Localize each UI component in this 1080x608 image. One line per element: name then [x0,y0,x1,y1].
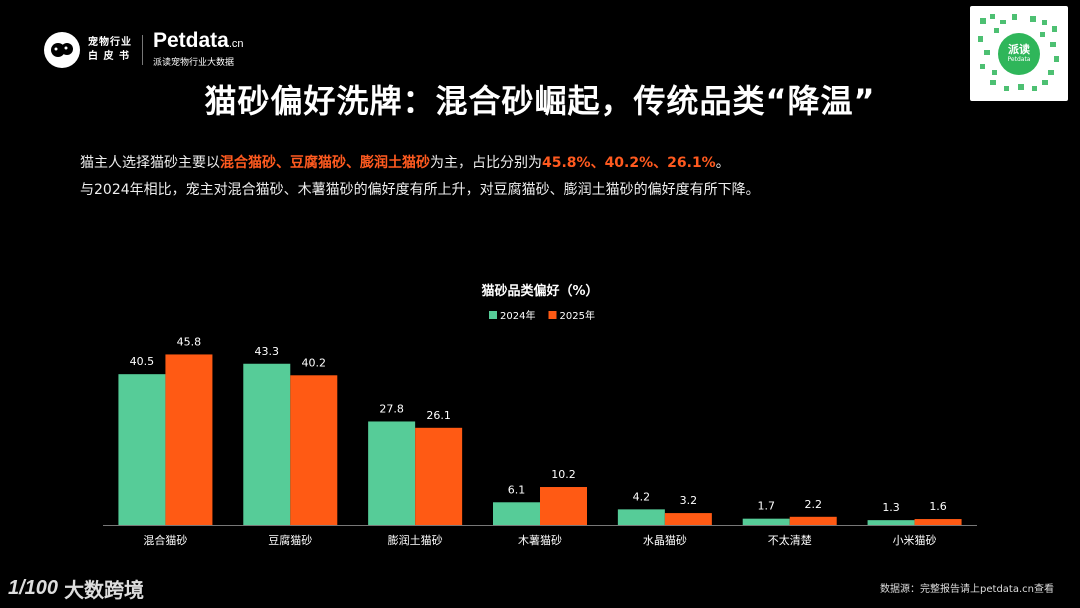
qr-badge: 派读 Petdata [998,33,1040,75]
highlight-types: 混合猫砂、豆腐猫砂、膨润土猫砂 [220,155,430,171]
data-label-1-2: 26.1 [426,409,451,422]
category-label-3: 木薯猫砂 [518,534,562,547]
legend-label-0: 2024年 [500,309,535,322]
logo-divider [142,34,143,65]
logo-cn-line2: 白 皮 书 [88,50,130,62]
qr-code: 派读 Petdata [970,6,1068,101]
qr-badge-line1: 派读 [1008,43,1030,56]
data-label-0-1: 43.3 [255,345,280,358]
category-label-2: 膨润土猫砂 [388,533,443,547]
data-source: 数据源：完整报告请上petdata.cn查看 [880,584,1054,595]
header-logo: 宠物行业 白 皮 书 Petdata.cn 派读宠物行业大数据 [44,30,244,69]
bar-1-6 [914,519,962,525]
bar-0-1 [243,363,291,525]
data-label-0-4: 4.2 [633,490,651,503]
data-label-1-5: 2.2 [804,498,822,511]
category-label-1: 豆腐猫砂 [268,533,312,547]
footer-logo-text: 大数跨境 [64,578,145,602]
bar-1-5 [789,516,837,525]
brand-subtitle: 派读宠物行业大数据 [153,58,235,68]
bar-1-0 [165,354,213,525]
legend-label-1: 2025年 [560,309,595,322]
chart-title: 猫砂品类偏好（%） [481,283,598,299]
bar-1-2 [415,427,463,525]
pet-logo-icon [44,31,80,68]
legend-swatch-1 [548,311,557,319]
category-label-0: 混合猫砂 [143,533,187,547]
bar-0-5 [742,518,790,525]
footer-logo-mark: 1/100 [8,577,59,599]
bar-1-1 [290,375,338,525]
data-label-1-1: 40.2 [302,356,327,369]
description-line1: 猫主人选择猫砂主要以混合猫砂、豆腐猫砂、膨润土猫砂为主，占比分别为45.8%、4… [80,155,730,171]
qr-badge-line2: Petdata [1007,56,1031,63]
brand-name: Petdata.cn [153,29,244,52]
footer-logo: 1/100 大数跨境 [8,574,144,603]
page-title: 猫砂偏好洗牌：混合砂崛起，传统品类“降温” [204,82,876,120]
qr-pattern-icon [978,14,1059,91]
data-label-1-0: 45.8 [177,335,202,348]
legend-swatch-0 [489,311,497,319]
data-label-1-3: 10.2 [551,468,576,481]
bar-0-6 [867,520,915,525]
highlight-values: 45.8%、40.2%、26.1% [542,155,716,171]
data-label-0-0: 40.5 [130,355,155,368]
description-line2: 与2024年相比，宠主对混合猫砂、木薯猫砂的偏好度有所上升，对豆腐猫砂、膨润土猫… [80,182,760,198]
category-label-5: 不太清楚 [768,533,812,547]
bar-1-4 [664,513,712,525]
bar-1-3 [540,487,587,525]
data-label-0-3: 6.1 [508,483,526,496]
data-label-0-2: 27.8 [379,402,404,415]
logo-cn-line1: 宠物行业 [88,36,132,48]
bar-0-3 [493,502,540,525]
data-label-0-6: 1.3 [882,501,900,514]
description: 猫主人选择猫砂主要以混合猫砂、豆腐猫砂、膨润土猫砂为主，占比分别为45.8%、4… [80,150,760,204]
data-label-1-6: 1.6 [929,500,947,513]
category-label-4: 水晶猫砂 [643,534,687,547]
bar-0-0 [118,374,166,525]
bar-0-4 [617,509,665,525]
data-label-1-4: 3.2 [680,494,698,507]
category-label-6: 小米猫砂 [893,534,937,547]
data-label-0-5: 1.7 [757,500,775,513]
bar-0-2 [368,421,416,525]
